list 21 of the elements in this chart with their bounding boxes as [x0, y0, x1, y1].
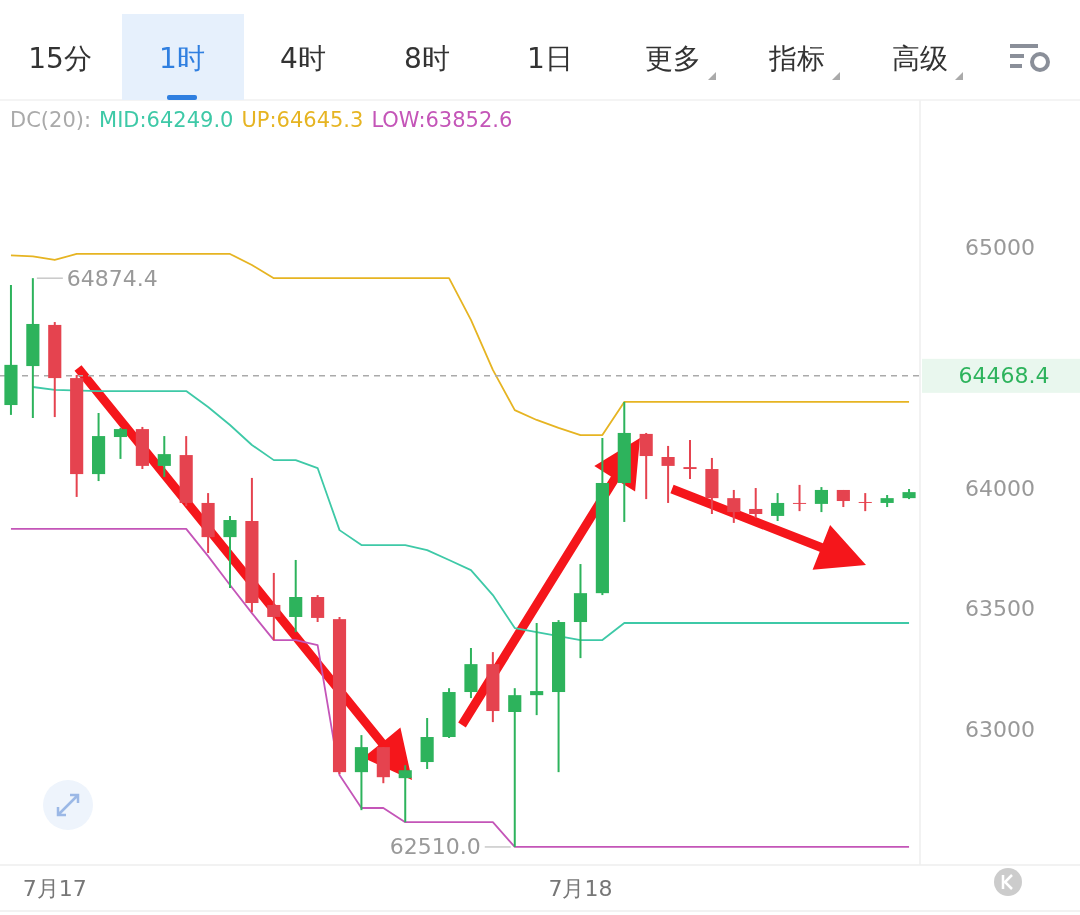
text: 8时: [404, 42, 450, 75]
y-tick-label: 65000: [965, 235, 1035, 261]
legend-title: DC(20):: [10, 108, 92, 132]
text: MID:64249.0: [99, 108, 234, 132]
text: 指标: [768, 42, 825, 75]
annotation: 64874.4: [66, 265, 158, 291]
x-tick-label: 7月18: [548, 876, 613, 901]
text: 高级: [892, 42, 948, 75]
ref-line-label: 64468.4: [958, 363, 1050, 389]
x-tick-label: 7月17: [22, 876, 87, 901]
y-tick-label: 64000: [965, 476, 1035, 502]
text: 1日: [527, 42, 573, 75]
text: UP:64645.3: [241, 108, 364, 132]
y-tick-label: 63000: [965, 716, 1035, 742]
annotation: 62510.0: [389, 834, 481, 860]
text: 15分: [28, 42, 92, 75]
text: 4时: [280, 42, 326, 75]
y-tick-label: 63500: [965, 596, 1035, 622]
text: LOW:63852.6: [371, 108, 513, 132]
text: 1时: [159, 42, 205, 75]
text: 更多: [645, 42, 701, 75]
